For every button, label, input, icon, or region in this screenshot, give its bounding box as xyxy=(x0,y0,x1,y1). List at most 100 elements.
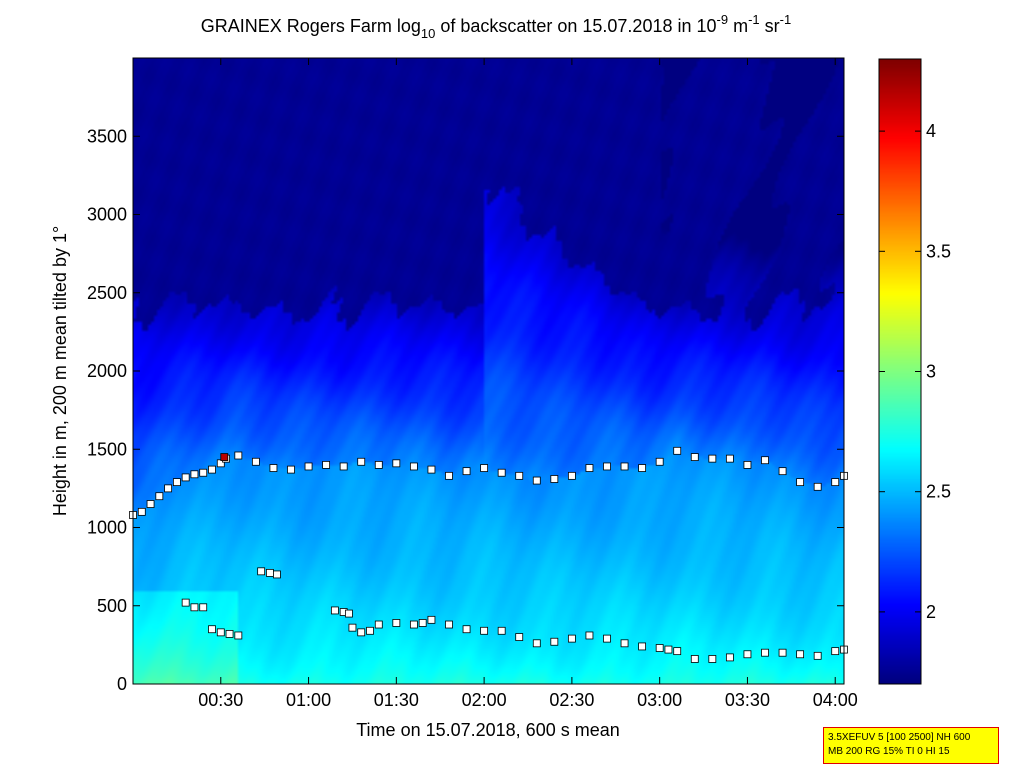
layer-height-marker xyxy=(190,603,199,612)
layer-height-marker xyxy=(743,460,752,469)
layer-height-marker xyxy=(655,644,664,652)
layer-height-marker xyxy=(234,451,243,460)
title-part: m xyxy=(728,16,748,36)
layer-height-marker xyxy=(392,619,401,627)
layer-height-marker xyxy=(480,464,489,472)
layer-height-marker xyxy=(673,647,682,656)
y-tick-label: 0 xyxy=(117,674,127,694)
layer-height-marker xyxy=(708,454,717,463)
layer-height-marker xyxy=(690,655,699,663)
x-axis-label: Time on 15.07.2018, 600 s mean xyxy=(356,720,620,740)
y-axis: 0 500 1000 1500 2000 2500 3000 3500 xyxy=(87,126,844,694)
layer-height-marker xyxy=(796,650,805,659)
colorbar-gradient xyxy=(879,59,921,684)
settings-infobox: 3.5XEFUV 5 [100 2500] NH 600 MB 200 RG 1… xyxy=(823,727,999,764)
layer-height-marker xyxy=(585,631,594,640)
layer-height-marker xyxy=(813,482,822,491)
x-tick-label: 01:00 xyxy=(286,690,331,710)
layer-height-marker xyxy=(462,467,471,476)
x-tick-label: 04:00 xyxy=(813,690,858,710)
layer-height-marker xyxy=(348,623,357,632)
layer-height-marker xyxy=(418,619,427,627)
layer-height-marker xyxy=(190,470,199,479)
layer-height-marker xyxy=(409,462,418,471)
colorbar-tick-label: 3 xyxy=(926,362,936,382)
layer-height-marker xyxy=(199,603,208,612)
layer-height-marker xyxy=(690,453,699,461)
layer-height-marker xyxy=(155,492,164,501)
layer-height-marker xyxy=(257,567,266,576)
layer-height-marker xyxy=(146,500,155,508)
y-axis-label: Height in m, 200 m mean tilted by 1° xyxy=(50,226,70,516)
layer-height-marker xyxy=(532,476,541,485)
layer-height-marker xyxy=(620,462,629,471)
marker-layer xyxy=(129,446,848,663)
layer-height-marker xyxy=(655,457,664,466)
layer-height-marker xyxy=(603,634,611,643)
layer-height-marker xyxy=(266,568,274,577)
layer-height-marker xyxy=(778,648,787,657)
x-axis: 00:30 01:00 01:30 02:00 02:30 03:00 03:30 04:00 xyxy=(198,58,858,710)
layer-height-marker xyxy=(357,457,366,466)
layer-height-marker xyxy=(515,471,524,480)
y-tick-label: 3500 xyxy=(87,126,127,146)
x-tick-label: 00:30 xyxy=(198,690,243,710)
layer-height-marker xyxy=(181,473,190,482)
layer-height-marker xyxy=(374,620,383,629)
layer-height-marker xyxy=(339,462,348,471)
y-tick-label: 3000 xyxy=(87,205,127,225)
x-tick-label: 03:30 xyxy=(725,690,770,710)
layer-height-marker xyxy=(532,639,541,648)
title-part: GRAINEX Rogers Farm log xyxy=(201,16,421,36)
layer-height-marker xyxy=(550,637,559,646)
layer-height-marker xyxy=(199,468,208,477)
x-tick-label: 01:30 xyxy=(374,690,419,710)
colorbar-ticks: 2 2.5 3 3.5 4 xyxy=(879,121,951,622)
layer-height-marker xyxy=(778,467,787,476)
layer-height-marker xyxy=(216,628,225,637)
layer-height-marker xyxy=(172,478,181,487)
layer-height-marker xyxy=(515,633,524,641)
layer-height-marker xyxy=(234,631,243,640)
layer-height-marker xyxy=(638,642,647,651)
y-tick-label: 2000 xyxy=(87,361,127,381)
layer-height-marker xyxy=(664,645,673,654)
layer-height-marker xyxy=(208,625,216,634)
layer-height-marker xyxy=(480,626,489,635)
layer-height-marker xyxy=(445,471,453,480)
layer-height-marker xyxy=(445,620,453,629)
layer-height-marker xyxy=(725,653,734,662)
title-superscript: -9 xyxy=(717,12,729,27)
layer-height-marker xyxy=(603,462,611,471)
layer-height-marker xyxy=(251,457,260,466)
layer-height-marker xyxy=(345,609,353,618)
x-tick-label: 02:30 xyxy=(549,690,594,710)
title-superscript: -1 xyxy=(748,12,760,27)
y-tick-label: 500 xyxy=(97,596,127,616)
x-tick-label: 02:00 xyxy=(462,690,507,710)
layer-height-marker xyxy=(287,465,295,474)
layer-height-marker xyxy=(366,626,374,635)
layer-height-marker xyxy=(585,464,594,472)
colorbar: 2 2.5 3 3.5 4 xyxy=(878,58,951,685)
layer-height-marker xyxy=(322,460,331,469)
layer-height-marker xyxy=(304,462,313,471)
layer-height-marker xyxy=(708,655,717,663)
heatmap-plot-area: 00:30 01:00 01:30 02:00 02:30 03:00 03:30 04:00… xyxy=(87,57,858,710)
y-tick-label: 1500 xyxy=(87,439,127,459)
layer-height-marker xyxy=(761,648,769,657)
layer-height-marker xyxy=(743,650,752,659)
layer-height-marker xyxy=(462,625,471,634)
layer-height-marker xyxy=(831,647,840,656)
title-part: of backscatter on 15.07.2018 in 10 xyxy=(435,16,716,36)
layer-height-marker xyxy=(567,634,576,643)
layer-height-marker xyxy=(427,615,436,624)
layer-height-marker xyxy=(813,651,822,660)
layer-height-marker xyxy=(638,464,647,472)
title-subscript: 10 xyxy=(421,26,435,41)
layer-height-marker xyxy=(620,639,629,648)
layer-height-marker xyxy=(164,484,173,493)
layer-height-marker xyxy=(374,460,383,469)
layer-height-marker xyxy=(181,598,190,607)
